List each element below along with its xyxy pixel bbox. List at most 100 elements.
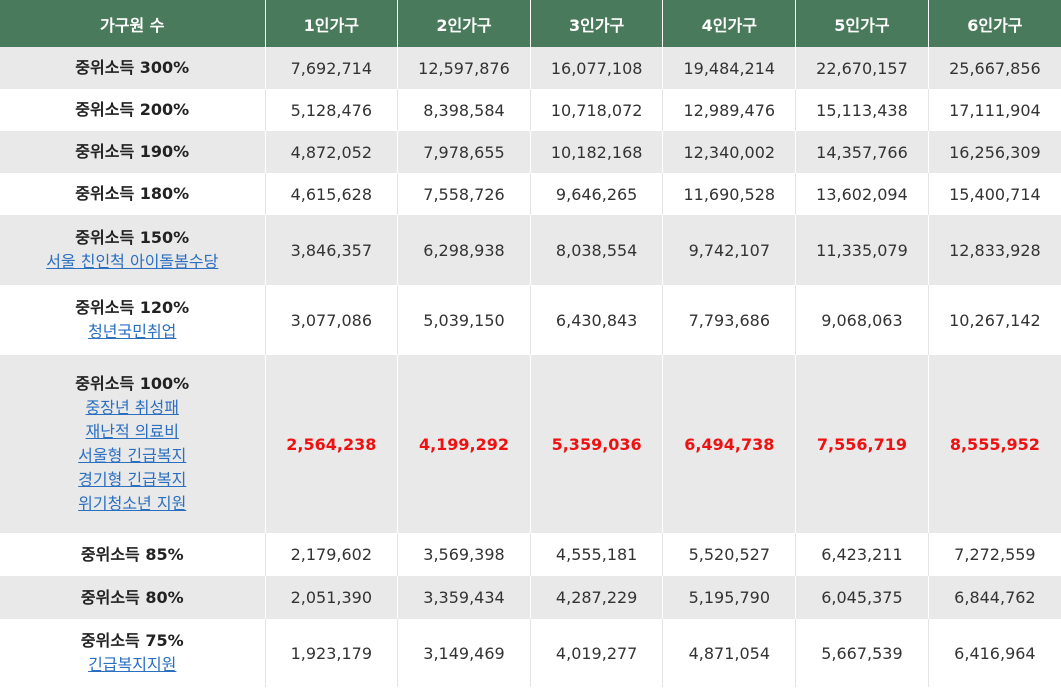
table-row: 중위소득 200% 5,128,476 8,398,584 10,718,072…	[0, 89, 1061, 131]
row-label-cell: 중위소득 180%	[0, 173, 266, 215]
value-cell: 4,872,052	[265, 131, 399, 173]
value-cell: 3,569,398	[397, 533, 531, 576]
value-cell: 6,298,938	[397, 215, 531, 285]
value-cell: 9,068,063	[795, 285, 929, 355]
table-row: 중위소득 180% 4,615,628 7,558,726 9,646,265 …	[0, 173, 1061, 215]
row-label: 중위소득 200%	[75, 100, 190, 119]
value-cell: 8,038,554	[530, 215, 664, 285]
link-youth-employment[interactable]: 청년국민취업	[88, 322, 177, 341]
row-label: 중위소득 100%	[75, 374, 190, 393]
value-cell: 6,844,762	[928, 576, 1061, 619]
value-cell: 3,149,469	[397, 619, 531, 687]
header-household-size: 가구원 수	[0, 0, 266, 47]
row-label-cell: 중위소득 150% 서울 친인척 아이돌봄수당	[0, 215, 266, 285]
header-3-person: 3인가구	[530, 0, 664, 47]
value-cell: 12,340,002	[662, 131, 797, 173]
value-cell: 4,019,277	[530, 619, 664, 687]
row-label-cell: 중위소득 100% 중장년 취성패 재난적 의료비 서울형 긴급복지 경기형 긴…	[0, 355, 266, 533]
value-cell: 6,416,964	[928, 619, 1061, 687]
link-gyeonggi-emergency-welfare[interactable]: 경기형 긴급복지	[78, 470, 187, 489]
value-cell: 16,256,309	[928, 131, 1061, 173]
value-cell: 2,051,390	[265, 576, 399, 619]
value-cell: 3,846,357	[265, 215, 399, 285]
table-row: 중위소득 85% 2,179,602 3,569,398 4,555,181 5…	[0, 533, 1061, 576]
value-cell: 11,690,528	[662, 173, 797, 215]
table-row-highlighted: 중위소득 100% 중장년 취성패 재난적 의료비 서울형 긴급복지 경기형 긴…	[0, 355, 1061, 533]
row-label-cell: 중위소득 300%	[0, 47, 266, 89]
value-cell: 3,077,086	[265, 285, 399, 355]
value-cell: 6,045,375	[795, 576, 929, 619]
value-cell: 15,400,714	[928, 173, 1061, 215]
row-label: 중위소득 300%	[75, 58, 190, 77]
value-cell: 17,111,904	[928, 89, 1061, 131]
row-label: 중위소득 120%	[75, 298, 190, 317]
header-1-person: 1인가구	[265, 0, 399, 47]
table-row: 중위소득 75% 긴급복지지원 1,923,179 3,149,469 4,01…	[0, 619, 1061, 687]
link-middle-age-employment[interactable]: 중장년 취성패	[85, 398, 179, 417]
link-emergency-welfare-support[interactable]: 긴급복지지원	[88, 655, 177, 674]
table-row: 중위소득 190% 4,872,052 7,978,655 10,182,168…	[0, 131, 1061, 173]
row-label-cell: 중위소득 80%	[0, 576, 266, 619]
value-cell: 7,272,559	[928, 533, 1061, 576]
highlighted-value-cell: 6,494,738	[662, 355, 797, 533]
value-cell: 8,398,584	[397, 89, 531, 131]
value-cell: 9,646,265	[530, 173, 664, 215]
row-label-cell: 중위소득 85%	[0, 533, 266, 576]
value-cell: 7,978,655	[397, 131, 531, 173]
table-row: 중위소득 150% 서울 친인척 아이돌봄수당 3,846,357 6,298,…	[0, 215, 1061, 285]
table-row: 중위소득 300% 7,692,714 12,597,876 16,077,10…	[0, 47, 1061, 89]
value-cell: 2,179,602	[265, 533, 399, 576]
header-5-person: 5인가구	[795, 0, 929, 47]
row-label: 중위소득 180%	[75, 184, 190, 203]
value-cell: 5,195,790	[662, 576, 797, 619]
value-cell: 25,667,856	[928, 47, 1061, 89]
value-cell: 4,615,628	[265, 173, 399, 215]
value-cell: 6,430,843	[530, 285, 664, 355]
value-cell: 12,989,476	[662, 89, 797, 131]
value-cell: 19,484,214	[662, 47, 797, 89]
value-cell: 12,597,876	[397, 47, 531, 89]
value-cell: 1,923,179	[265, 619, 399, 687]
row-label: 중위소득 85%	[80, 544, 184, 564]
row-label: 중위소득 80%	[80, 587, 184, 607]
table-row: 중위소득 120% 청년국민취업 3,077,086 5,039,150 6,4…	[0, 285, 1061, 355]
highlighted-value-cell: 5,359,036	[530, 355, 664, 533]
value-cell: 5,128,476	[265, 89, 399, 131]
header-6-person: 6인가구	[928, 0, 1061, 47]
row-label-cell: 중위소득 120% 청년국민취업	[0, 285, 266, 355]
value-cell: 15,113,438	[795, 89, 929, 131]
value-cell: 12,833,928	[928, 215, 1061, 285]
value-cell: 7,692,714	[265, 47, 399, 89]
highlighted-value-cell: 2,564,238	[265, 355, 399, 533]
value-cell: 4,287,229	[530, 576, 664, 619]
row-label: 중위소득 75%	[80, 631, 184, 650]
link-seoul-childcare-allowance[interactable]: 서울 친인척 아이돌봄수당	[46, 252, 219, 271]
value-cell: 5,520,527	[662, 533, 797, 576]
row-label-cell: 중위소득 75% 긴급복지지원	[0, 619, 266, 687]
value-cell: 7,793,686	[662, 285, 797, 355]
row-label: 중위소득 150%	[75, 228, 190, 247]
value-cell: 4,555,181	[530, 533, 664, 576]
value-cell: 22,670,157	[795, 47, 929, 89]
value-cell: 3,359,434	[397, 576, 531, 619]
highlighted-value-cell: 7,556,719	[795, 355, 929, 533]
value-cell: 5,039,150	[397, 285, 531, 355]
value-cell: 10,182,168	[530, 131, 664, 173]
value-cell: 9,742,107	[662, 215, 797, 285]
value-cell: 16,077,108	[530, 47, 664, 89]
table-row: 중위소득 80% 2,051,390 3,359,434 4,287,229 5…	[0, 576, 1061, 619]
row-label: 중위소득 190%	[75, 142, 190, 161]
value-cell: 13,602,094	[795, 173, 929, 215]
link-seoul-emergency-welfare[interactable]: 서울형 긴급복지	[78, 446, 187, 465]
value-cell: 4,871,054	[662, 619, 797, 687]
link-at-risk-youth-support[interactable]: 위기청소년 지원	[78, 494, 187, 513]
value-cell: 14,357,766	[795, 131, 929, 173]
highlighted-value-cell: 4,199,292	[397, 355, 531, 533]
value-cell: 6,423,211	[795, 533, 929, 576]
row-label-cell: 중위소득 190%	[0, 131, 266, 173]
header-2-person: 2인가구	[397, 0, 531, 47]
row-label-cell: 중위소득 200%	[0, 89, 266, 131]
link-catastrophic-medical[interactable]: 재난적 의료비	[85, 422, 179, 441]
header-4-person: 4인가구	[662, 0, 797, 47]
